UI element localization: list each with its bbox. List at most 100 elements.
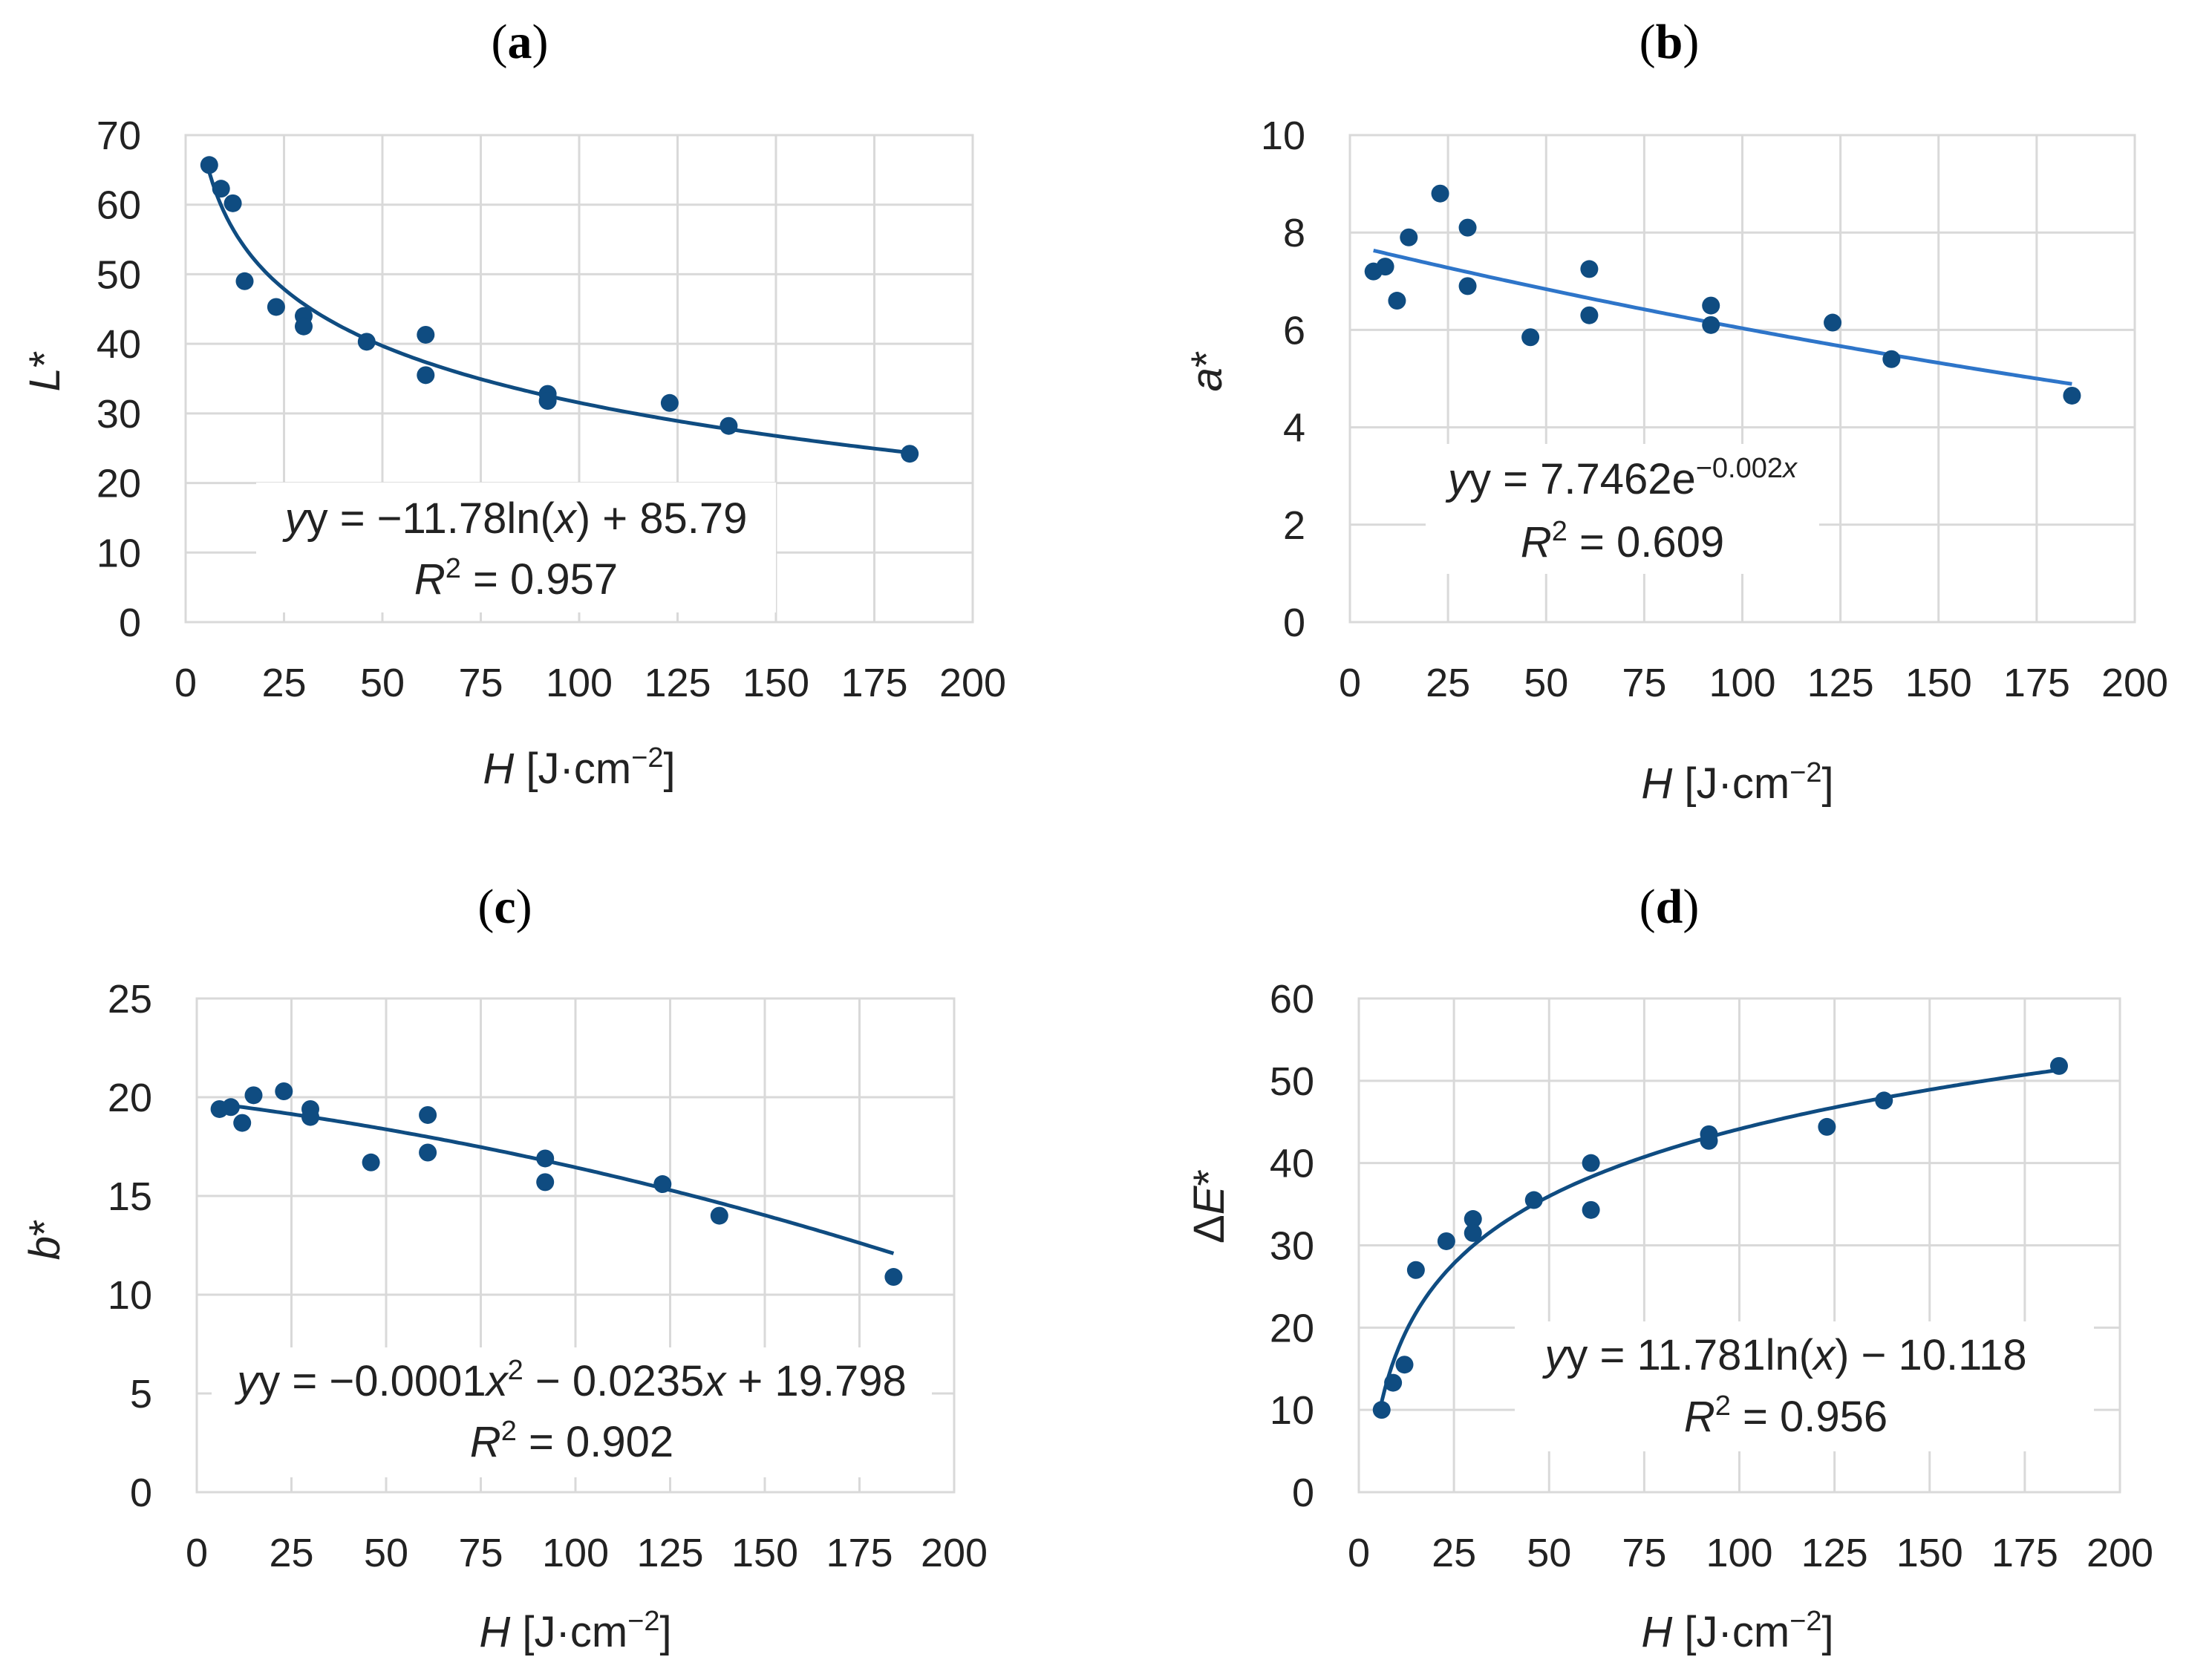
panel-a-data-point-11 [538, 391, 557, 410]
panel-b-data-point-10 [1702, 296, 1720, 315]
panel-b-plot-frame [1348, 134, 2136, 624]
panel-b-grid [1348, 134, 2136, 624]
panel-b-data-point-2 [1388, 292, 1406, 310]
panel-c-x-tick-label-8: 200 [921, 1531, 988, 1575]
panel-d-x-tick-label-6: 150 [1896, 1531, 1963, 1575]
panel-c-data-point-6 [301, 1108, 319, 1126]
panel-d-y-axis-title: ΔE* [1185, 1169, 1233, 1243]
panel-c-letter: c [494, 880, 515, 934]
panel-d-trendline-layer [1380, 1068, 2060, 1402]
panel-a-x-tick-label-2: 50 [360, 661, 405, 705]
panel-c-data-point-4 [275, 1082, 293, 1101]
panel-c-data-point-9 [419, 1143, 437, 1162]
panel-a-x-tick-label-6: 150 [743, 661, 809, 705]
panel-b-r-squared: R2 = 0.609 [1521, 516, 1724, 566]
panel-a-data-point-7 [357, 333, 376, 351]
panel-b-y-tick-label-4: 8 [1283, 211, 1305, 255]
panel-c-y-tick-label-3: 15 [108, 1174, 152, 1219]
panel-a-y-tick-label-3: 30 [97, 392, 141, 437]
panel-a-data-point-0 [200, 156, 218, 174]
panel-b-data-point-7 [1521, 328, 1540, 347]
panel-b-label: (b) [1640, 15, 1700, 69]
panel-c-y-tick-label-2: 10 [108, 1273, 152, 1318]
panel-a-data-point-13 [720, 416, 738, 435]
panel-b-equation-box [1426, 444, 1819, 574]
panel-b-y-tick-label-5: 10 [1261, 114, 1305, 158]
panel-d-x-tick-label-3: 75 [1622, 1531, 1666, 1575]
panel-d-data-point-13 [1875, 1091, 1893, 1110]
panel-c-data-point-12 [653, 1175, 672, 1194]
panel-d-trendline [1380, 1068, 2060, 1402]
panel-c-x-tick-label-2: 50 [364, 1531, 408, 1575]
panel-b-data-point-8 [1580, 260, 1599, 278]
panel-b-data-point-13 [1882, 350, 1901, 368]
panel-a-r-squared: R2 = 0.957 [414, 553, 618, 604]
panel-c-x-tick-label-0: 0 [186, 1531, 208, 1575]
panel-c-x-tick-label-5: 125 [636, 1531, 703, 1575]
panel-b-x-tick-label-2: 50 [1524, 661, 1568, 705]
panel-c-points [210, 1082, 903, 1287]
chart-panel-a: (a) 0 25 50 75 100 125 150 175 200 0 10 20 30 40 50 60… [21, 15, 1006, 793]
panel-a-x-tick-label-4: 100 [546, 661, 613, 705]
panel-a-y-tick-label-1: 10 [97, 531, 141, 575]
panel-b-x-axis-title: H [J·cm−2] [1641, 757, 1833, 808]
panel-a-y-tick-label-2: 20 [97, 462, 141, 506]
panel-d-data-point-7 [1524, 1191, 1543, 1209]
panel-d-x-tick-label-7: 175 [1991, 1531, 2058, 1575]
panel-c-x-tick-label-3: 75 [458, 1531, 503, 1575]
panel-b-x-tick-label-6: 150 [1905, 661, 1972, 705]
panel-b-x-tick-label-3: 75 [1622, 661, 1666, 705]
panel-a-x-tick-label-3: 75 [458, 661, 503, 705]
panel-a-data-point-4 [267, 298, 285, 316]
panel-a-x-ticks: 0 25 50 75 100 125 150 175 200 [174, 661, 1006, 705]
panel-c-data-point-1 [221, 1098, 240, 1117]
panel-d-points [1372, 1056, 2068, 1419]
panel-b-data-point-5 [1458, 218, 1477, 237]
panel-a-y-tick-label-7: 70 [97, 114, 141, 158]
panel-d-plot-frame [1357, 997, 2121, 1494]
panel-c-y-tick-label-5: 25 [108, 977, 152, 1022]
panel-d-x-tick-label-1: 25 [1432, 1531, 1476, 1575]
panel-c-label: (c) [477, 880, 532, 934]
panel-b-data-point-6 [1458, 277, 1477, 295]
panel-d-data-point-8 [1582, 1154, 1600, 1172]
panel-c-data-point-10 [536, 1149, 555, 1168]
panel-c-y-tick-label-1: 5 [130, 1372, 152, 1416]
panel-b-data-point-14 [2063, 386, 2081, 405]
panel-c-equation: yy = −0.0001x2 − 0.0235x + 19.798 [234, 1355, 907, 1405]
panel-d-x-axis-title: H [J·cm−2] [1641, 1606, 1833, 1656]
panel-c-data-point-11 [536, 1173, 555, 1192]
panel-a-data-point-6 [295, 317, 313, 336]
panel-b-letter: b [1656, 15, 1683, 69]
panel-a-y-ticks: 0 10 20 30 40 50 60 70 [97, 114, 141, 645]
panel-c-data-point-8 [419, 1105, 437, 1124]
panel-d-equation: yy = 11.781ln(x) − 10.118 [1541, 1331, 2026, 1379]
panel-b-y-tick-label-0: 0 [1283, 601, 1305, 645]
panel-a-data-point-8 [417, 325, 435, 344]
panel-d-y-tick-label-0: 0 [1292, 1471, 1314, 1515]
panel-a-y-tick-label-6: 60 [97, 183, 141, 228]
panel-d-y-ticks: 0 10 20 30 40 50 60 [1270, 977, 1314, 1515]
panel-b-x-tick-label-1: 25 [1426, 661, 1470, 705]
panel-b-x-tick-label-7: 175 [2003, 661, 2070, 705]
panel-b-y-tick-label-3: 6 [1283, 308, 1305, 353]
panel-c-x-axis-title: H [J·cm−2] [479, 1606, 671, 1656]
panel-a-data-point-1 [212, 180, 230, 198]
panel-c-y-tick-label-0: 0 [130, 1471, 152, 1515]
panel-c-data-point-3 [244, 1086, 263, 1105]
panel-a-x-tick-label-0: 0 [174, 661, 197, 705]
panel-a-points [200, 156, 919, 463]
panel-d-r-squared: R2 = 0.956 [1684, 1390, 1888, 1441]
panel-d-letter: d [1656, 880, 1683, 934]
panel-d-label: (d) [1640, 880, 1700, 934]
panel-c-equation-box [212, 1347, 932, 1477]
panel-d-data-point-11 [1700, 1131, 1718, 1150]
panel-b-x-tick-label-5: 125 [1807, 661, 1874, 705]
panel-a-x-tick-label-8: 200 [939, 661, 1006, 705]
panel-c-data-point-7 [362, 1153, 380, 1171]
panel-d-data-point-0 [1372, 1401, 1391, 1419]
panel-c-data-point-14 [884, 1268, 903, 1287]
panel-d-data-point-14 [2050, 1056, 2068, 1075]
panel-d-y-tick-label-3: 30 [1270, 1224, 1314, 1269]
